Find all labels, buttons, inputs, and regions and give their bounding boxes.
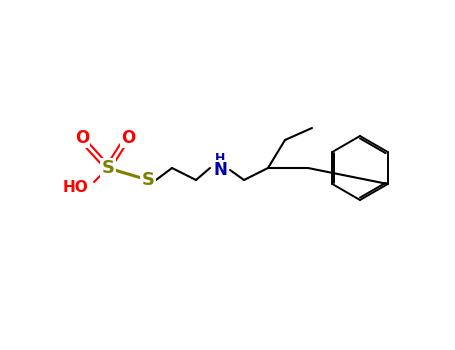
- Text: O: O: [121, 129, 135, 147]
- Text: N: N: [213, 161, 227, 179]
- Text: O: O: [75, 129, 89, 147]
- Text: S: S: [101, 159, 115, 177]
- Text: H: H: [215, 152, 225, 164]
- Text: HO: HO: [63, 181, 89, 196]
- Text: S: S: [142, 171, 155, 189]
